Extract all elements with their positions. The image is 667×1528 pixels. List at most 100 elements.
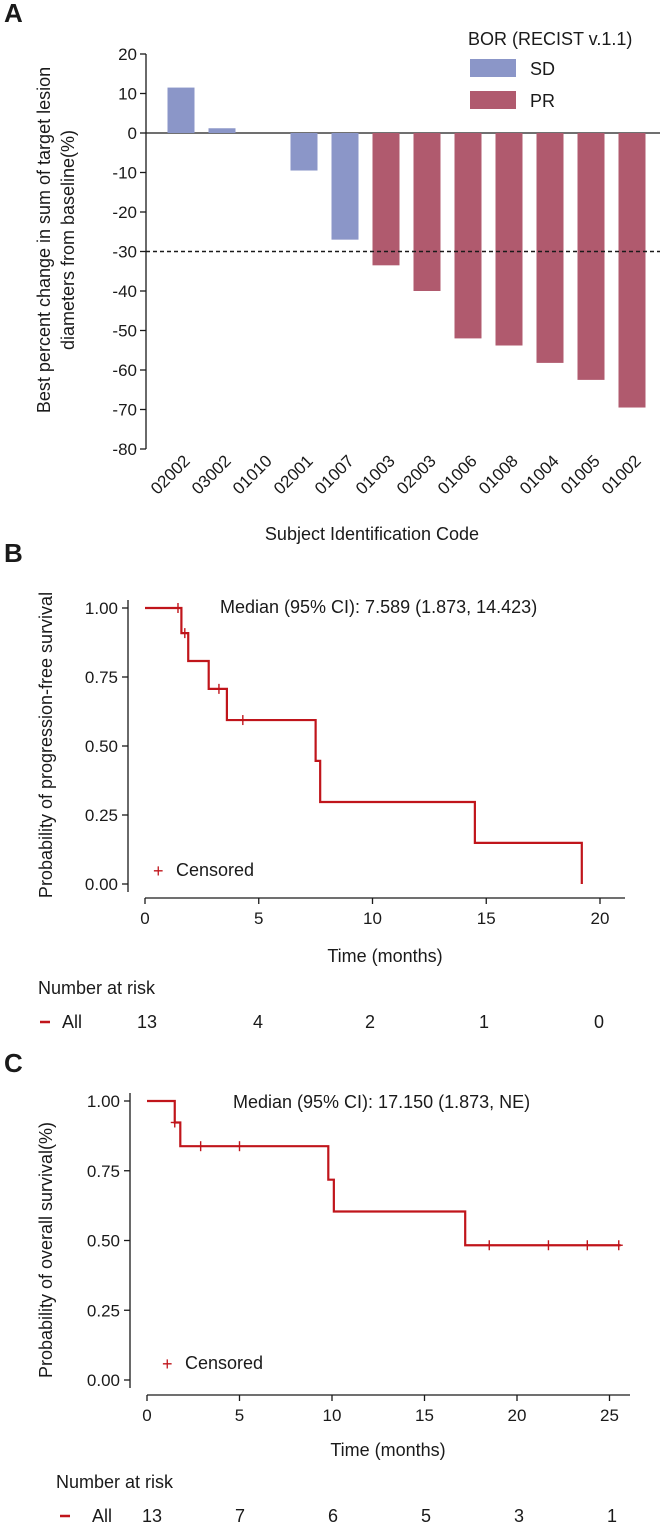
km-y-tick-label: 0.00 <box>85 875 118 894</box>
a-y-tick-label: 10 <box>118 85 137 104</box>
a-x-tick-label: 01010 <box>229 451 276 498</box>
a-y-tick-label: -70 <box>112 401 137 420</box>
a-y-tick-label: -50 <box>112 322 137 341</box>
km-risk-count: 4 <box>253 1012 263 1032</box>
panel-b-censor-marks <box>173 603 247 726</box>
panel-b-median-annotation: Median (95% CI): 7.589 (1.873, 14.423) <box>220 597 537 617</box>
panel-b-xlabel: Time (months) <box>327 946 442 966</box>
panel-c-axes: 0.00 0.25 0.50 0.75 1.00 0 5 10 15 20 25 <box>87 1092 630 1425</box>
a-bar <box>577 133 605 380</box>
panel-b-letter: B <box>4 538 23 568</box>
km-x-tick-label: 5 <box>235 1406 244 1425</box>
km-risk-count: 5 <box>421 1506 431 1526</box>
km-risk-count: 7 <box>235 1506 245 1526</box>
panel-a-x-tick-labels: 0200203002010100200101007010030200301006… <box>147 451 645 498</box>
a-x-tick-label: 01007 <box>311 451 358 498</box>
a-x-tick-label: 01002 <box>598 451 645 498</box>
a-y-tick-label: 20 <box>118 45 137 64</box>
km-y-tick-label: 0.75 <box>87 1162 120 1181</box>
a-x-tick-label: 01008 <box>475 451 522 498</box>
panel-a-legend: BOR (RECIST v.1.1) SD PR <box>468 29 632 111</box>
km-risk-count: 13 <box>142 1506 162 1526</box>
a-x-tick-label: 01006 <box>434 451 481 498</box>
km-x-tick-label: 10 <box>363 909 382 928</box>
panel-c: C Probability of overall survival(%) Tim… <box>4 1048 630 1526</box>
legend-pr-label: PR <box>530 91 555 111</box>
panel-a-xlabel: Subject Identification Code <box>265 524 479 544</box>
a-bar <box>167 87 195 133</box>
a-x-tick-label: 02003 <box>393 451 440 498</box>
legend-title: BOR (RECIST v.1.1) <box>468 29 632 49</box>
panel-a-y-axis: 20 10 0 -10 -20 -30 -40 -50 -60 -70 -80 <box>112 45 660 459</box>
panel-a-bars <box>146 87 660 408</box>
a-y-tick-label: -10 <box>112 164 137 183</box>
km-risk-count: 3 <box>514 1506 524 1526</box>
panel-c-survival-curve <box>147 1099 621 1247</box>
a-y-tick-label: -20 <box>112 203 137 222</box>
panel-b-risk-title: Number at risk <box>38 978 156 998</box>
panel-a-ylabel-line2: diameters from baseline(%) <box>58 130 78 350</box>
km-x-tick-label: 15 <box>477 909 496 928</box>
a-bar <box>331 133 359 240</box>
a-x-tick-label: 02001 <box>270 451 317 498</box>
panel-c-risk-counts: 13 7 6 5 3 1 <box>142 1506 617 1526</box>
km-x-tick-label: 15 <box>415 1406 434 1425</box>
panel-b-censored-legend-marker: + <box>153 861 164 881</box>
a-x-tick-label: 01003 <box>352 451 399 498</box>
panel-b-survival-curve <box>145 606 583 884</box>
km-x-tick-label: 25 <box>600 1406 619 1425</box>
km-y-tick-label: 0.75 <box>85 668 118 687</box>
panel-c-censored-legend-marker: + <box>162 1354 173 1374</box>
a-x-tick-label: 01004 <box>516 451 563 498</box>
km-x-tick-label: 20 <box>508 1406 527 1425</box>
panel-b-ylabel: Probability of progression-free survival <box>36 592 56 898</box>
km-risk-count: 6 <box>328 1506 338 1526</box>
a-x-tick-label: 02002 <box>147 451 194 498</box>
km-x-tick-label: 0 <box>142 1406 151 1425</box>
panel-a-ylabel-line1: Best percent change in sum of target les… <box>34 67 54 413</box>
km-risk-count: 1 <box>479 1012 489 1032</box>
panel-b-risk-counts: 13 4 2 1 0 <box>137 1012 604 1032</box>
legend-pr-swatch <box>470 91 516 109</box>
panel-c-risk-title: Number at risk <box>56 1472 174 1492</box>
legend-sd-swatch <box>470 59 516 77</box>
panel-a-letter: A <box>4 0 23 28</box>
km-risk-count: 13 <box>137 1012 157 1032</box>
km-y-tick-label: 1.00 <box>85 599 118 618</box>
km-risk-count: 2 <box>365 1012 375 1032</box>
panel-c-censor-marks <box>170 1117 623 1251</box>
a-y-tick-label: -60 <box>112 361 137 380</box>
a-bar <box>290 133 318 171</box>
a-bar <box>536 133 564 363</box>
panel-c-censored-legend-label: Censored <box>185 1353 263 1373</box>
km-x-tick-label: 0 <box>140 909 149 928</box>
a-y-tick-label: -40 <box>112 282 137 301</box>
panel-c-ylabel: Probability of overall survival(%) <box>36 1122 56 1378</box>
a-bar <box>208 128 236 133</box>
legend-sd-label: SD <box>530 59 555 79</box>
km-x-tick-label: 20 <box>591 909 610 928</box>
a-x-tick-label: 01005 <box>557 451 604 498</box>
panel-a: A Best percent change in sum of target l… <box>4 0 660 544</box>
a-y-tick-label: -80 <box>112 440 137 459</box>
km-risk-count: 1 <box>607 1506 617 1526</box>
a-bar <box>372 133 400 266</box>
panel-b-risk-group-label: All <box>62 1012 82 1032</box>
km-risk-count: 0 <box>594 1012 604 1032</box>
km-y-tick-label: 0.00 <box>87 1371 120 1390</box>
km-x-tick-label: 5 <box>254 909 263 928</box>
panel-b-censored-legend-label: Censored <box>176 860 254 880</box>
panel-c-xlabel: Time (months) <box>330 1440 445 1460</box>
km-y-tick-label: 0.25 <box>85 806 118 825</box>
panel-c-letter: C <box>4 1048 23 1078</box>
km-y-tick-label: 0.50 <box>85 737 118 756</box>
a-bar <box>454 133 482 339</box>
a-x-tick-label: 03002 <box>188 451 235 498</box>
km-y-tick-label: 0.50 <box>87 1232 120 1251</box>
a-bar <box>413 133 441 291</box>
panel-b: B Probability of progression-free surviv… <box>4 538 625 1032</box>
a-y-tick-label: 0 <box>128 124 137 143</box>
panel-c-median-annotation: Median (95% CI): 17.150 (1.873, NE) <box>233 1092 530 1112</box>
km-y-tick-label: 0.25 <box>87 1301 120 1320</box>
